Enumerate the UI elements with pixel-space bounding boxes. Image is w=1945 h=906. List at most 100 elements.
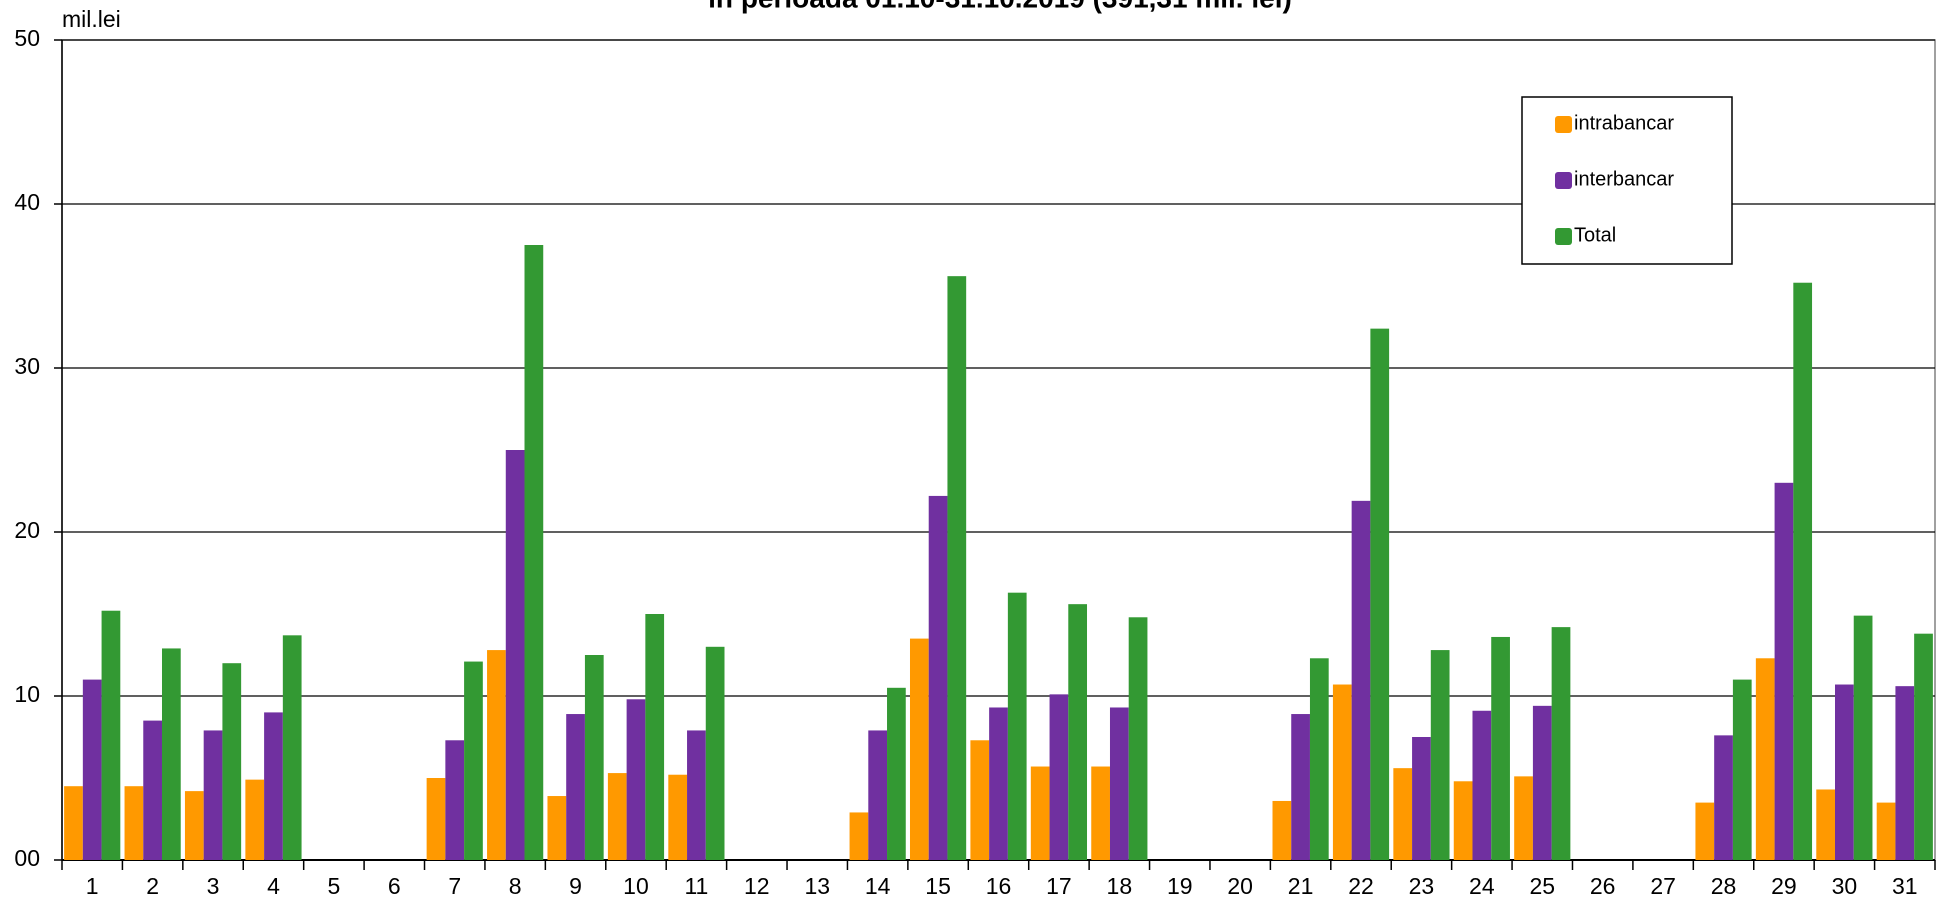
x-tick-label: 18 [1107, 873, 1133, 899]
legend-label: interbancar [1574, 168, 1674, 190]
bar [82, 679, 102, 860]
x-tick-label: 10 [623, 873, 649, 899]
bar [1914, 633, 1933, 860]
x-tick-label: 25 [1529, 873, 1555, 899]
bar [524, 245, 544, 860]
bar [645, 614, 665, 860]
bar [64, 786, 83, 860]
bar [607, 773, 627, 860]
bar [584, 655, 604, 860]
x-tick-label: 20 [1227, 873, 1253, 899]
bar [1332, 684, 1352, 860]
y-tick-label: 40 [14, 189, 40, 215]
x-tick-label: 24 [1469, 873, 1495, 899]
x-tick-label: 4 [267, 873, 280, 899]
bar [264, 712, 283, 860]
bar [687, 730, 706, 860]
bar [1774, 482, 1794, 860]
bar [1068, 604, 1088, 860]
bar [1351, 500, 1371, 860]
y-tick-label: 20 [14, 517, 40, 543]
bar [1853, 615, 1873, 860]
x-tick-label: 22 [1348, 873, 1374, 899]
bar [868, 730, 888, 860]
bar [1309, 658, 1329, 860]
x-tick-label: 17 [1046, 873, 1072, 899]
x-tick-label: 13 [804, 873, 830, 899]
x-tick-label: 3 [207, 873, 220, 899]
x-tick-label: 23 [1409, 873, 1435, 899]
x-tick-label: 11 [684, 873, 708, 899]
bar [245, 779, 265, 860]
x-tick-label: 15 [925, 873, 951, 899]
x-tick-label: 2 [146, 873, 159, 899]
bar [1835, 684, 1854, 860]
bar [1272, 800, 1292, 860]
x-tick-label: 29 [1771, 873, 1797, 899]
bar [101, 610, 121, 860]
bar [1393, 768, 1413, 860]
x-tick-label: 8 [509, 873, 522, 899]
legend-swatch [1555, 116, 1572, 133]
x-tick-label: 28 [1711, 873, 1737, 899]
bar [928, 495, 948, 860]
bar [1430, 650, 1450, 860]
bar [1007, 592, 1027, 860]
bar [1370, 328, 1390, 860]
bar [947, 276, 967, 860]
bar [1030, 766, 1050, 860]
x-tick-label: 5 [327, 873, 340, 899]
x-tick-label: 16 [986, 873, 1012, 899]
bar [1291, 714, 1310, 860]
x-tick-label: 1 [86, 873, 99, 899]
bar [1816, 789, 1836, 860]
bar [445, 740, 465, 860]
bar [143, 720, 162, 860]
y-tick-label: 10 [14, 681, 40, 707]
bar [1049, 694, 1069, 860]
bar [282, 635, 302, 860]
y-tick-label: 50 [14, 25, 40, 51]
legend-swatch [1555, 228, 1572, 245]
x-tick-label: 7 [448, 873, 461, 899]
legend-swatch [1555, 172, 1572, 189]
bar [849, 812, 869, 860]
bar [1695, 802, 1715, 860]
bar [203, 730, 223, 860]
bar [970, 740, 990, 860]
bar [1714, 735, 1733, 860]
y-tick-label: 00 [14, 845, 40, 871]
bar [1491, 636, 1510, 860]
bar [1876, 802, 1896, 860]
bar [1091, 766, 1110, 860]
y-axis-label: mil.lei [62, 6, 121, 32]
bar [487, 650, 506, 860]
bar [505, 450, 525, 860]
bar [566, 714, 585, 860]
legend-label: intrabancar [1574, 112, 1674, 134]
bar [464, 661, 483, 860]
bar [1732, 679, 1752, 860]
bar [887, 687, 906, 860]
bar [626, 699, 646, 860]
bar [1755, 658, 1775, 860]
x-tick-label: 27 [1650, 873, 1676, 899]
bar [426, 778, 446, 860]
x-tick-label: 21 [1288, 873, 1314, 899]
x-tick-label: 6 [388, 873, 401, 899]
bar [1793, 282, 1813, 861]
x-tick-label: 14 [865, 873, 891, 899]
bar [161, 648, 181, 860]
bar [1472, 710, 1492, 860]
bar [1895, 686, 1915, 860]
bar [909, 638, 929, 860]
bar [1514, 776, 1533, 860]
bar [1532, 705, 1552, 860]
bar [547, 796, 567, 860]
x-tick-label: 9 [569, 873, 582, 899]
x-tick-label: 19 [1167, 873, 1193, 899]
x-tick-label: 31 [1892, 873, 1918, 899]
bar [1551, 627, 1571, 860]
bar [668, 774, 688, 860]
